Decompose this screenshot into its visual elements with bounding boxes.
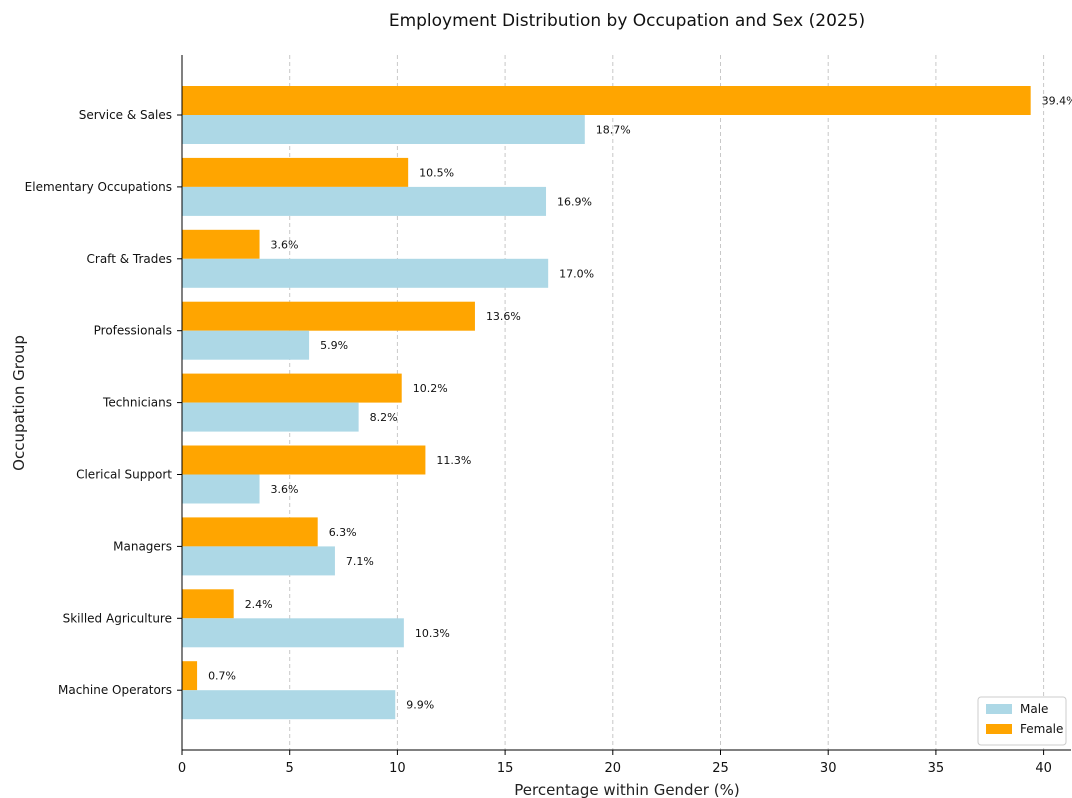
category-label: Skilled Agriculture <box>63 611 172 625</box>
data-label-female: 10.2% <box>413 382 448 395</box>
x-tick-label: 0 <box>178 761 186 776</box>
data-label-female: 0.7% <box>208 670 236 683</box>
data-label-male: 8.2% <box>370 411 398 424</box>
data-label-female: 13.6% <box>486 310 521 323</box>
bar-male <box>182 618 404 648</box>
bar-layer <box>182 86 1031 720</box>
data-label-male: 7.1% <box>346 555 374 568</box>
legend: Male Female <box>977 696 1067 746</box>
bar-male <box>182 330 310 360</box>
x-tick-label: 30 <box>820 761 837 776</box>
category-label: Technicians <box>102 396 172 410</box>
data-label-male: 3.6% <box>271 483 299 496</box>
bar-female <box>182 86 1031 115</box>
x-tick-label: 40 <box>1035 761 1052 776</box>
data-label-female: 6.3% <box>329 526 357 539</box>
category-label: Professionals <box>94 324 172 338</box>
bar-female <box>182 661 198 691</box>
x-tick-label: 15 <box>497 761 514 776</box>
bar-male <box>182 474 260 504</box>
data-label-male: 5.9% <box>320 339 348 352</box>
bar-male <box>182 115 585 144</box>
data-label-male: 10.3% <box>415 627 450 640</box>
category-label: Clerical Support <box>76 468 172 482</box>
bar-female <box>182 229 260 259</box>
data-label-male: 9.9% <box>406 699 434 712</box>
data-label-male: 17.0% <box>559 267 594 280</box>
x-tick-label: 25 <box>712 761 729 776</box>
x-tick-label: 5 <box>286 761 294 776</box>
data-label-female: 11.3% <box>436 454 471 467</box>
tick-layer: 0 5 10 15 20 25 30 35 40 Service & Sales Elementar… <box>25 108 1052 776</box>
chart-title: Employment Distribution by Occupation an… <box>389 11 865 31</box>
category-label: Elementary Occupations <box>25 180 172 194</box>
x-tick-label: 35 <box>928 761 945 776</box>
bar-male <box>182 690 396 720</box>
data-label-female: 10.5% <box>419 166 454 179</box>
category-label: Service & Sales <box>79 108 172 122</box>
legend-swatch-female <box>986 724 1012 734</box>
x-tick-label: 10 <box>389 761 406 776</box>
bar-male <box>182 546 335 576</box>
bar-female <box>182 445 426 475</box>
bar-female <box>182 517 318 547</box>
bar-female <box>182 373 402 403</box>
bar-female <box>182 157 409 187</box>
legend-label-female: Female <box>1020 722 1063 736</box>
data-label-female: 2.4% <box>245 598 273 611</box>
data-label-male: 16.9% <box>557 195 592 208</box>
data-label-male: 18.7% <box>596 124 631 137</box>
data-label-female: 3.6% <box>271 238 299 251</box>
legend-swatch-male <box>986 704 1012 714</box>
bar-male <box>182 186 547 216</box>
bar-female <box>182 589 234 619</box>
data-label-female: 39.4% <box>1042 95 1072 108</box>
category-label: Craft & Trades <box>87 252 172 266</box>
category-label: Machine Operators <box>58 683 172 697</box>
bar-male <box>182 402 359 432</box>
bar-female <box>182 301 475 331</box>
y-axis-label: Occupation Group <box>10 335 28 471</box>
category-label: Managers <box>113 539 172 553</box>
legend-label-male: Male <box>1020 702 1048 716</box>
bar-male <box>182 258 549 288</box>
x-tick-label: 20 <box>605 761 622 776</box>
label-layer: 39.4% 18.7% 10.5% 16.9% 3.6% 17.0% 13.6% 5.9% 10… <box>208 95 1072 712</box>
x-axis-label: Percentage within Gender (%) <box>514 781 739 798</box>
